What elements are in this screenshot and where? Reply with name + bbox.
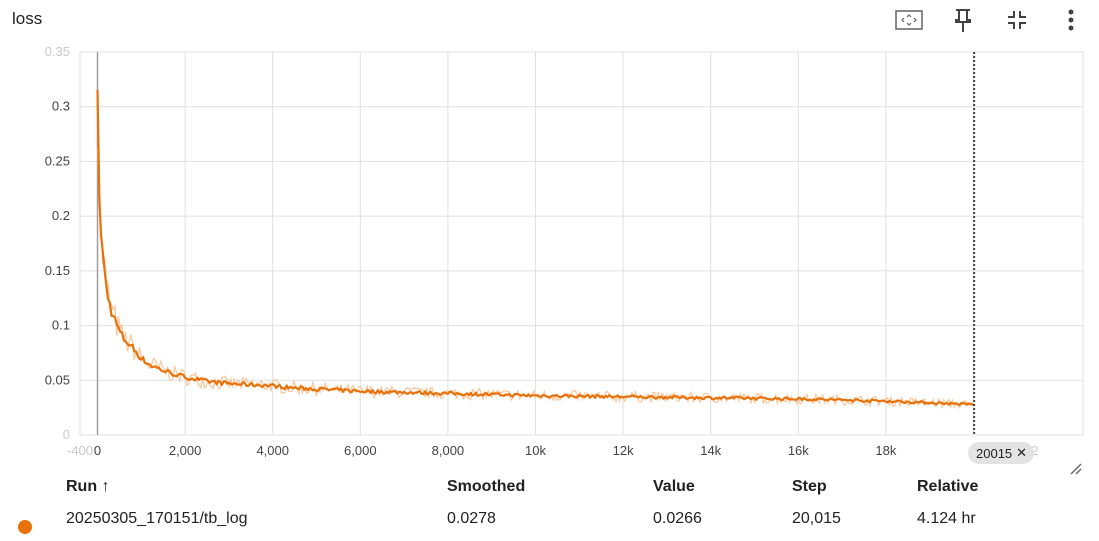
- run-name: 20250305_170151/tb_log: [66, 510, 248, 528]
- x-tick-label: 4,000: [256, 443, 289, 458]
- y-tick-label: 0.35: [45, 44, 70, 59]
- step-value: 20,015: [792, 510, 841, 528]
- raw-value: 0.0266: [653, 510, 702, 528]
- run-column-header[interactable]: Run ↑: [66, 478, 110, 496]
- y-tick-label: 0.15: [45, 263, 70, 278]
- y-tick-label: 0.3: [52, 99, 70, 114]
- x-tick-label: 16k: [788, 443, 809, 458]
- sort-arrow-icon: ↑: [102, 478, 110, 495]
- line-chart[interactable]: 0 0.05 0.1 0.15 0.2 0.25 0.3 0.35 -400 0 2,000 4,00…: [0, 0, 1099, 478]
- x-tick-label: 18k: [875, 443, 896, 458]
- relative-column-header[interactable]: Relative: [917, 478, 978, 496]
- y-tick-label: 0.2: [52, 208, 70, 223]
- x-tick-label: 8,000: [432, 443, 465, 458]
- x-tick-label: 14k: [700, 443, 721, 458]
- step-column-header[interactable]: Step: [792, 478, 827, 496]
- close-icon[interactable]: ✕: [1016, 445, 1027, 461]
- resize-handle-icon[interactable]: [1068, 461, 1082, 475]
- run-header-label: Run: [66, 478, 97, 495]
- y-tick-label: 0.25: [45, 153, 70, 168]
- x-tick-label: 0: [94, 443, 101, 458]
- y-tick-label: 0.05: [45, 372, 70, 387]
- x-tick-label: 6,000: [344, 443, 377, 458]
- x-tick-label: 2,000: [169, 443, 202, 458]
- x-tick-label: -400: [67, 443, 93, 458]
- x-tick-label: 12k: [613, 443, 634, 458]
- grid: [80, 52, 1083, 435]
- selected-step-chip[interactable]: 20015 ✕: [968, 442, 1034, 464]
- plot-frame: [80, 52, 1083, 435]
- smoothed-column-header[interactable]: Smoothed: [447, 478, 525, 496]
- value-column-header[interactable]: Value: [653, 478, 695, 496]
- y-tick-label: 0.1: [52, 318, 70, 333]
- table-header-row: Run ↑ Smoothed Value Step Relative: [0, 478, 1099, 508]
- relative-time: 4.124 hr: [917, 510, 976, 528]
- table-row[interactable]: 20250305_170151/tb_log 0.0278 0.0266 20,…: [0, 510, 1099, 540]
- smoothed-value: 0.0278: [447, 510, 496, 528]
- x-tick-label: 10k: [525, 443, 546, 458]
- y-tick-label: 0: [63, 427, 70, 442]
- selected-step-label: 20015: [976, 446, 1012, 461]
- run-color-icon: [18, 520, 32, 534]
